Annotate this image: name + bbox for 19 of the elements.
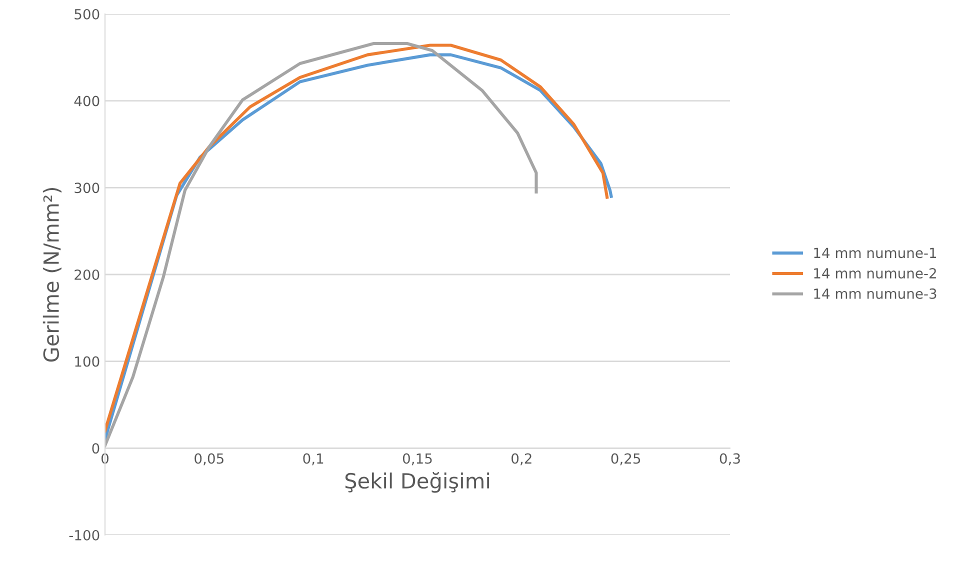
x-tick-label: 0,25 bbox=[611, 453, 640, 466]
y-tick-label: -100 bbox=[69, 530, 100, 540]
x-tick-label: 0,15 bbox=[402, 453, 432, 466]
y-tick-label: 100 bbox=[75, 356, 100, 367]
y-tick-label: 300 bbox=[74, 182, 100, 194]
x-axis-title: Şekil Değişimi bbox=[345, 472, 489, 493]
y-axis-title: Gerilme (N/mm²) bbox=[42, 188, 62, 362]
legend-label: 14 mm numune-3 bbox=[814, 288, 936, 299]
line-series bbox=[105, 42, 538, 448]
x-tick-label: 0,1 bbox=[303, 453, 324, 466]
y-tick-label: 0 bbox=[92, 443, 100, 454]
x-tick-label: 0,05 bbox=[194, 453, 224, 466]
y-tick-label: 400 bbox=[74, 96, 100, 106]
x-tick-label: 0,3 bbox=[720, 453, 740, 466]
x-tick-label: 0,2 bbox=[512, 453, 532, 466]
legend-label: 14 mm numune-2 bbox=[814, 268, 936, 279]
y-tick-label: 500 bbox=[74, 8, 100, 20]
legend-label: 14 mm numune-1 bbox=[814, 248, 936, 258]
y-tick-label: 200 bbox=[74, 269, 100, 280]
